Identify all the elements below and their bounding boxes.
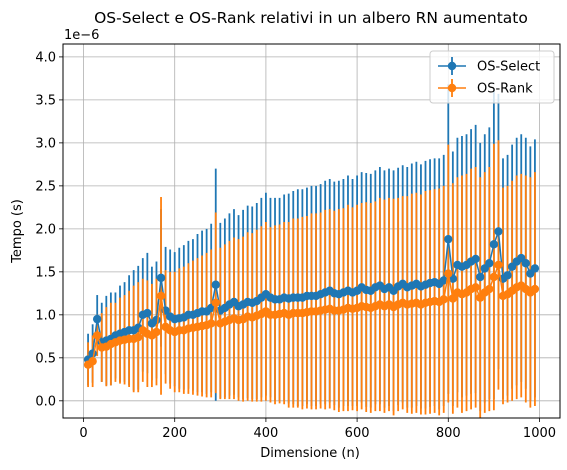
x-tick-label: 600 (345, 426, 370, 441)
x-tick-label: 0 (79, 426, 87, 441)
y-tick-label: 2.0 (35, 222, 56, 237)
legend-label-os-rank: OS-Rank (477, 82, 533, 97)
os-rank-point (471, 283, 480, 292)
os-rank-point (494, 260, 503, 270)
legend-marker-os-select (447, 61, 457, 71)
tick-layer: 0 200 400 600 800 1000 0.0 0.5 1.0 1.5 2.0 2.5 3.0 3.… (35, 50, 556, 441)
os-select-point (521, 259, 531, 268)
os-select-series (83, 227, 540, 364)
os-select-point (476, 272, 485, 282)
y-tick-label: 2.5 (35, 179, 56, 194)
os-select-point (156, 273, 166, 283)
os-select-point (471, 254, 480, 264)
os-select-point (143, 308, 152, 318)
os-select-point (494, 227, 503, 236)
x-tick-label: 1000 (523, 426, 556, 441)
os-rank-series (83, 260, 540, 369)
os-rank-point (152, 327, 161, 337)
os-rank-point (156, 291, 166, 301)
os-rank-point (211, 298, 220, 307)
y-tick-label: 1.0 (35, 308, 56, 323)
legend-box (429, 50, 555, 104)
y-tick-label: 0.5 (35, 351, 56, 366)
os-rank-point (448, 294, 458, 303)
os-rank-point (489, 272, 499, 282)
os-select-point (444, 234, 453, 244)
plot-frame (62, 43, 561, 419)
legend-label-os-select: OS-Select (477, 60, 540, 75)
series-layer (83, 227, 540, 369)
os-rank-point (92, 331, 102, 340)
os-select-point (530, 264, 540, 273)
x-tick-label: 200 (162, 426, 187, 441)
os-rank-point (88, 357, 97, 366)
os-rank-point (530, 284, 540, 294)
y-tick-label: 1.5 (35, 265, 56, 280)
chart-title: OS-Select e OS-Rank relativi in un alber… (94, 9, 528, 27)
os-select-point (439, 276, 448, 285)
x-tick-label: 800 (436, 426, 461, 441)
y-tick-label: 3.0 (35, 136, 56, 151)
os-rank-point (485, 284, 494, 294)
x-tick-label: 400 (253, 426, 278, 441)
os-select-point (211, 280, 220, 289)
os-select-point (485, 259, 494, 268)
legend: OS-Select OS-Rank (429, 50, 555, 104)
os-rank-point (439, 295, 448, 304)
y-tick-label: 3.5 (35, 93, 56, 108)
os-select-point (489, 240, 499, 249)
os-select-point (152, 315, 161, 325)
os-rank-point (206, 319, 216, 328)
x-axis-label: Dimensione (n) (260, 446, 360, 461)
y-scale-label: 1e−6 (64, 28, 99, 43)
os-rank-point (134, 332, 143, 342)
os-rank-point (444, 269, 453, 278)
y-tick-label: 4.0 (35, 50, 56, 65)
y-axis-label: Tempo (s) (10, 199, 25, 264)
legend-marker-os-rank (447, 83, 457, 93)
os-select-point (92, 314, 102, 324)
y-tick-label: 0.0 (35, 394, 56, 409)
os-select-point (88, 349, 97, 358)
os-select-point (503, 271, 512, 280)
